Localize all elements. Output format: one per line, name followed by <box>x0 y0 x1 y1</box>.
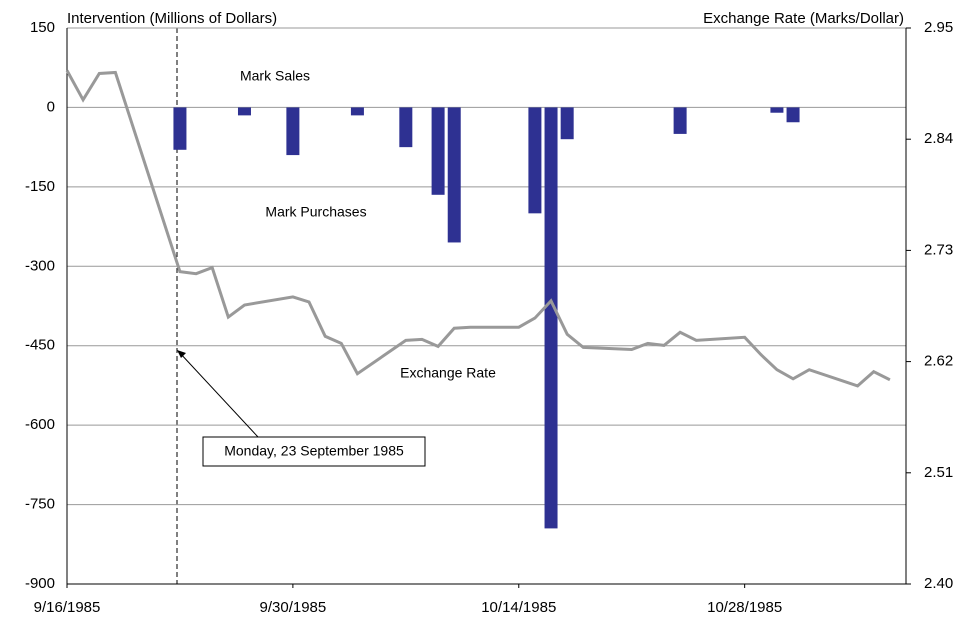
y-tick-label: -150 <box>25 178 55 195</box>
x-tick-label: 10/14/1985 <box>481 599 556 616</box>
y-tick-label: 150 <box>30 19 55 36</box>
bar <box>237 107 251 116</box>
y-axis-title: Intervention (Millions of Dollars) <box>67 10 277 27</box>
y-tick-label: -300 <box>25 257 55 274</box>
y2-tick-label: 2.95 <box>924 19 953 36</box>
y-tick-label: -450 <box>25 337 55 354</box>
bar <box>286 107 300 156</box>
y2-tick-label: 2.73 <box>924 241 953 258</box>
y2-tick-label: 2.51 <box>924 464 953 481</box>
annotation: Mark Purchases <box>265 204 366 220</box>
x-tick-label: 9/30/1985 <box>260 599 327 616</box>
bar <box>560 107 574 140</box>
bar <box>447 107 461 243</box>
arrow-head <box>177 350 186 358</box>
bar <box>431 107 445 195</box>
x-tick-label: 9/16/1985 <box>34 599 101 616</box>
line <box>65 69 891 388</box>
y-tick-label: -600 <box>25 416 55 433</box>
bar <box>528 107 542 214</box>
y2-tick-label: 2.40 <box>924 575 953 592</box>
y2-axis-title: Exchange Rate (Marks/Dollar) <box>703 10 904 27</box>
y-tick-label: 0 <box>47 98 55 115</box>
x-tick-label: 10/28/1985 <box>707 599 782 616</box>
annotation: Mark Sales <box>240 68 310 84</box>
annotation: Monday, 23 September 1985 <box>224 443 404 459</box>
y2-tick-label: 2.84 <box>924 130 953 147</box>
arrow <box>178 351 259 438</box>
bar <box>673 107 687 134</box>
bar <box>399 107 413 148</box>
bar <box>786 107 800 123</box>
y-tick-label: -900 <box>25 575 55 592</box>
bar <box>350 107 364 116</box>
bar <box>173 107 187 150</box>
y2-tick-label: 2.62 <box>924 353 953 370</box>
annotation: Exchange Rate <box>400 365 496 381</box>
y-tick-label: -750 <box>25 496 55 513</box>
bar <box>770 107 784 113</box>
bar <box>544 107 558 529</box>
callout-box <box>202 436 426 467</box>
